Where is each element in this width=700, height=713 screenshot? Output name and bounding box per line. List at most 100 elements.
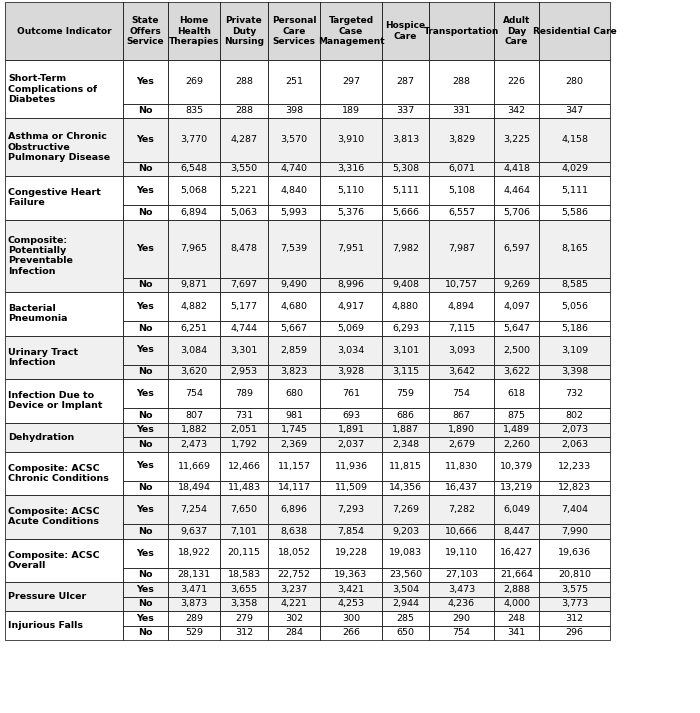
Text: No: No [139, 570, 153, 579]
Bar [168, 451, 220, 481]
Bar [494, 321, 539, 336]
Text: 287: 287 [396, 77, 414, 86]
Bar [320, 205, 382, 220]
Bar [494, 597, 539, 611]
Text: 3,473: 3,473 [448, 585, 475, 594]
Text: 7,854: 7,854 [337, 527, 365, 535]
Bar [494, 277, 539, 292]
Text: 12,823: 12,823 [558, 483, 591, 492]
Text: Adult
Day
Care: Adult Day Care [503, 16, 530, 46]
Text: Transportation: Transportation [424, 26, 499, 36]
Text: 680: 680 [285, 389, 303, 398]
Text: 3,358: 3,358 [230, 599, 258, 608]
Bar [494, 451, 539, 481]
Bar [220, 205, 268, 220]
Bar [382, 597, 429, 611]
Text: 4,840: 4,840 [281, 186, 307, 195]
Text: Asthma or Chronic
Obstructive
Pulmonary Disease: Asthma or Chronic Obstructive Pulmonary … [8, 132, 110, 162]
Text: 8,996: 8,996 [337, 280, 365, 289]
Text: 3,873: 3,873 [181, 599, 208, 608]
Bar [168, 625, 220, 640]
Text: Yes: Yes [136, 244, 155, 253]
Bar [382, 495, 429, 524]
Bar [429, 60, 494, 103]
Bar [429, 176, 494, 205]
Bar [220, 451, 268, 481]
Bar [123, 364, 168, 379]
Bar [220, 408, 268, 423]
Bar [494, 568, 539, 582]
Text: 3,770: 3,770 [181, 135, 208, 144]
Bar [382, 408, 429, 423]
Text: 6,557: 6,557 [448, 207, 475, 217]
Text: 7,282: 7,282 [448, 505, 475, 514]
Text: 4,236: 4,236 [448, 599, 475, 608]
Text: 2,953: 2,953 [230, 367, 258, 376]
Bar [268, 408, 320, 423]
Bar [123, 451, 168, 481]
Bar [494, 60, 539, 103]
Text: 754: 754 [452, 389, 470, 398]
Bar [168, 524, 220, 538]
Bar [429, 524, 494, 538]
Bar [539, 408, 610, 423]
Bar [429, 292, 494, 321]
Text: 807: 807 [185, 411, 203, 420]
Text: 2,260: 2,260 [503, 440, 530, 448]
Text: 7,269: 7,269 [392, 505, 419, 514]
Bar [320, 437, 382, 451]
Bar [539, 423, 610, 437]
Bar [382, 220, 429, 277]
Text: 3,237: 3,237 [281, 585, 307, 594]
Text: 3,101: 3,101 [392, 346, 419, 354]
Bar [168, 118, 220, 162]
Bar [494, 408, 539, 423]
Text: Yes: Yes [136, 77, 155, 86]
Bar [494, 495, 539, 524]
Bar [220, 524, 268, 538]
Bar [220, 220, 268, 277]
Text: 19,083: 19,083 [389, 548, 422, 558]
Bar [494, 582, 539, 597]
Text: 11,669: 11,669 [178, 461, 211, 471]
Bar [168, 292, 220, 321]
Bar [5, 220, 123, 292]
Bar [123, 277, 168, 292]
Text: 6,896: 6,896 [281, 505, 307, 514]
Text: 337: 337 [396, 106, 414, 116]
Bar [123, 2, 168, 60]
Bar [494, 205, 539, 220]
Bar [382, 321, 429, 336]
Bar [268, 60, 320, 103]
Text: Urinary Tract
Infection: Urinary Tract Infection [8, 347, 78, 367]
Text: 11,157: 11,157 [277, 461, 311, 471]
Text: Short-Term
Complications of
Diabetes: Short-Term Complications of Diabetes [8, 74, 97, 104]
Bar [268, 321, 320, 336]
Text: Targeted
Case
Management: Targeted Case Management [318, 16, 384, 46]
Text: 269: 269 [185, 77, 203, 86]
Text: 1,891: 1,891 [337, 425, 365, 434]
Text: 331: 331 [452, 106, 470, 116]
Text: Yes: Yes [136, 585, 155, 594]
Bar [539, 437, 610, 451]
Bar [429, 321, 494, 336]
Bar [168, 364, 220, 379]
Bar [168, 162, 220, 176]
Text: 2,037: 2,037 [337, 440, 365, 448]
Bar [320, 60, 382, 103]
Bar [320, 364, 382, 379]
Bar [382, 103, 429, 118]
Text: 5,647: 5,647 [503, 324, 530, 333]
Bar [123, 538, 168, 568]
Text: 4,029: 4,029 [561, 164, 588, 173]
Bar [220, 423, 268, 437]
Text: 398: 398 [285, 106, 303, 116]
Bar [5, 582, 123, 611]
Text: Yes: Yes [136, 548, 155, 558]
Bar [320, 538, 382, 568]
Bar [168, 60, 220, 103]
Text: 754: 754 [452, 628, 470, 637]
Text: 248: 248 [508, 614, 526, 622]
Text: 4,418: 4,418 [503, 164, 530, 173]
Text: 3,910: 3,910 [337, 135, 365, 144]
